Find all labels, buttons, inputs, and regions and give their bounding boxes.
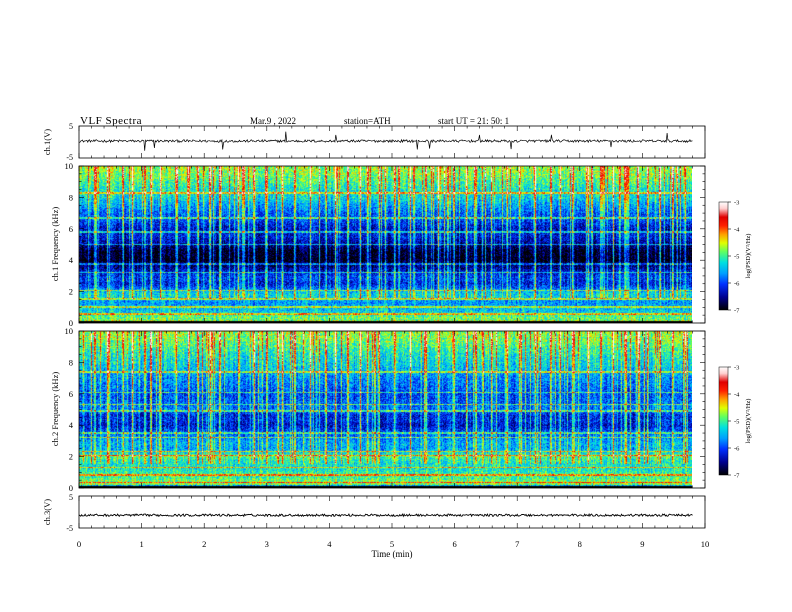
x-tick-label: 9 — [640, 539, 644, 549]
x-tick-label: 0 — [77, 539, 81, 549]
spec1-ytick-label: 8 — [69, 192, 73, 202]
cb2-tick-label: -6 — [734, 446, 740, 453]
cb1-tick-label: -4 — [734, 227, 740, 234]
ch3-ylabel: ch.3(V) — [42, 499, 52, 525]
ch2-colorbar-label: log(PSD)(V²/Hz) — [745, 399, 752, 444]
station-label: station=ATH — [344, 116, 391, 126]
x-tick-label: 8 — [578, 539, 582, 549]
x-axis-label: Time (min) — [372, 549, 413, 559]
spec1-ytick-label: 6 — [69, 224, 73, 234]
x-tick-label: 3 — [265, 539, 269, 549]
ch1-spectrogram-ylabel: ch.1 Frequency (kHz) — [50, 207, 60, 282]
x-tick-label: 4 — [327, 539, 332, 549]
spec2-ytick-label: 6 — [69, 389, 73, 399]
ch3-ytick-bottom: -5 — [66, 524, 73, 533]
date-label: Mar.9 , 2022 — [250, 116, 296, 126]
cb2-tick-label: -5 — [734, 419, 739, 426]
ch1-spectrogram-image — [79, 166, 692, 323]
x-tick-label: 5 — [390, 539, 394, 549]
ch1-colorbar-label: log(PSD)(V²/Hz) — [745, 234, 752, 279]
ch1-ylabel: ch.1(V) — [42, 129, 52, 155]
spec2-ytick-label: 10 — [65, 326, 74, 336]
cb2-tick-label: -4 — [734, 392, 740, 399]
spec2-ytick-label: 2 — [69, 452, 73, 462]
cb1-tick-label: -3 — [734, 200, 739, 207]
start-time-label: start UT = 21: 50: 1 — [438, 116, 510, 126]
cb1-tick-label: -5 — [734, 254, 739, 261]
spec2-ytick-label: 4 — [69, 420, 74, 430]
ch1-ytick-bottom: -5 — [66, 153, 73, 162]
ch2-spectrogram-ylabel: ch.2 Frequency (kHz) — [50, 372, 60, 447]
ch1-colorbar — [718, 201, 729, 311]
spec1-ytick-label: 0 — [69, 318, 73, 328]
ch2-colorbar — [718, 366, 729, 476]
ch3-waveform-line — [78, 513, 693, 518]
spec2-ytick-label: 0 — [69, 483, 73, 493]
x-tick-label: 10 — [701, 539, 710, 549]
ch1-ytick-top: 5 — [69, 122, 73, 131]
x-tick-label: 6 — [452, 539, 456, 549]
cb1-tick-label: -6 — [734, 281, 740, 288]
ch3-waveform-panel: 5 -5 ch.3(V) 0 1 2 3 4 5 6 7 8 9 10 Time (min) — [42, 493, 709, 559]
x-tick-label: 2 — [202, 539, 206, 549]
ch1-waveform-panel: 5 -5 ch.1(V) — [42, 122, 706, 162]
spec1-ytick-label: 10 — [65, 161, 74, 171]
x-tick-label: 1 — [139, 539, 143, 549]
ch3-ytick-top: 5 — [69, 493, 73, 502]
cb1-tick-label: -7 — [734, 308, 740, 315]
spec2-ytick-label: 8 — [69, 357, 73, 367]
x-tick-label: 7 — [515, 539, 519, 549]
cb2-tick-label: -3 — [734, 365, 739, 372]
ch2-spectrogram-image — [79, 331, 692, 488]
spec1-ytick-label: 2 — [69, 287, 73, 297]
ch1-waveform-line — [79, 131, 693, 151]
figure-title: VLF Spectra — [80, 115, 143, 127]
cb2-tick-label: -7 — [734, 473, 740, 480]
spec1-ytick-label: 4 — [69, 255, 74, 265]
